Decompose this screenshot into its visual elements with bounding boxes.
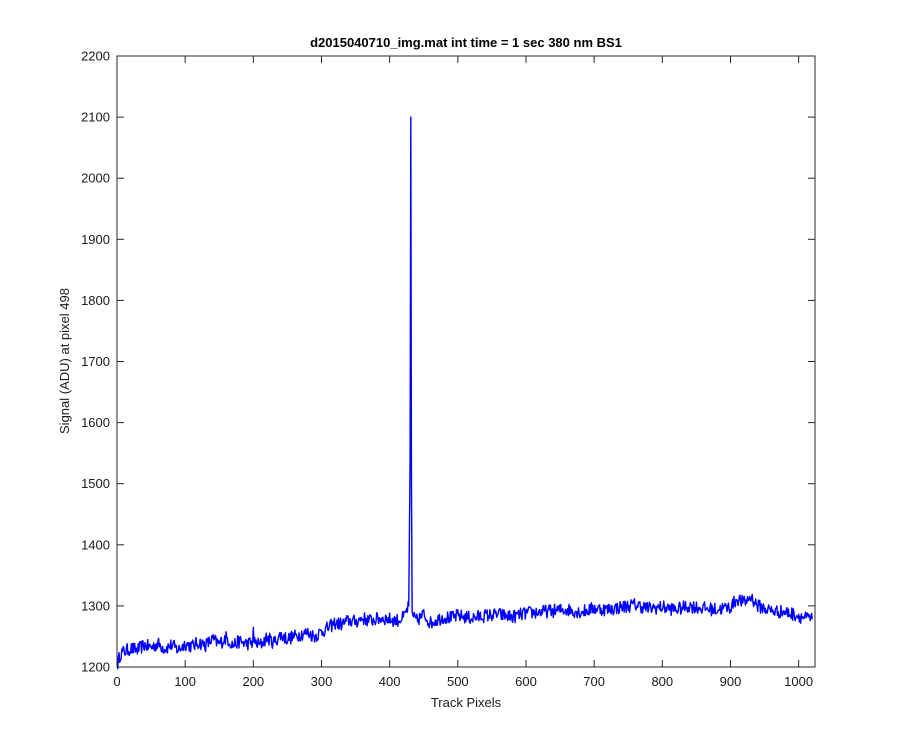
x-tick-label: 400 (379, 674, 401, 689)
x-tick-label: 800 (651, 674, 673, 689)
x-tick-label: 700 (583, 674, 605, 689)
y-axis-ticks: 1200 1300 1400 1500 1600 1700 1800 1900 2000 2100… (81, 49, 815, 675)
y-tick-label: 1600 (81, 415, 110, 430)
chart-title: d2015040710_img.mat int time = 1 sec 380… (310, 35, 622, 50)
x-axis-label: Track Pixels (431, 695, 502, 710)
axes-frame (116, 55, 816, 668)
y-tick-label: 1500 (81, 476, 110, 491)
y-tick-label: 2000 (81, 171, 110, 186)
y-tick-label: 1300 (81, 598, 110, 613)
x-tick-label: 600 (515, 674, 537, 689)
y-tick-label: 2100 (81, 110, 110, 125)
x-tick-label: 100 (174, 674, 196, 689)
x-tick-label: 1000 (784, 674, 813, 689)
y-tick-label: 1800 (81, 293, 110, 308)
y-tick-label: 1400 (81, 537, 110, 552)
y-tick-label: 1700 (81, 354, 110, 369)
y-tick-label: 2200 (81, 49, 110, 64)
y-axis-label: Signal (ADU) at pixel 498 (57, 288, 72, 434)
series-line (116, 116, 813, 670)
x-tick-label: 900 (720, 674, 742, 689)
x-tick-label: 300 (311, 674, 333, 689)
series-layer (116, 116, 813, 670)
x-tick-label: 200 (242, 674, 264, 689)
plot-background (117, 56, 815, 667)
y-tick-label: 1200 (81, 660, 110, 675)
y-tick-label: 1900 (81, 232, 110, 247)
x-axis-ticks: 0 100 200 300 400 500 600 700 800 900 1000 (113, 56, 813, 689)
x-tick-label: 500 (447, 674, 469, 689)
x-tick-label: 0 (113, 674, 120, 689)
